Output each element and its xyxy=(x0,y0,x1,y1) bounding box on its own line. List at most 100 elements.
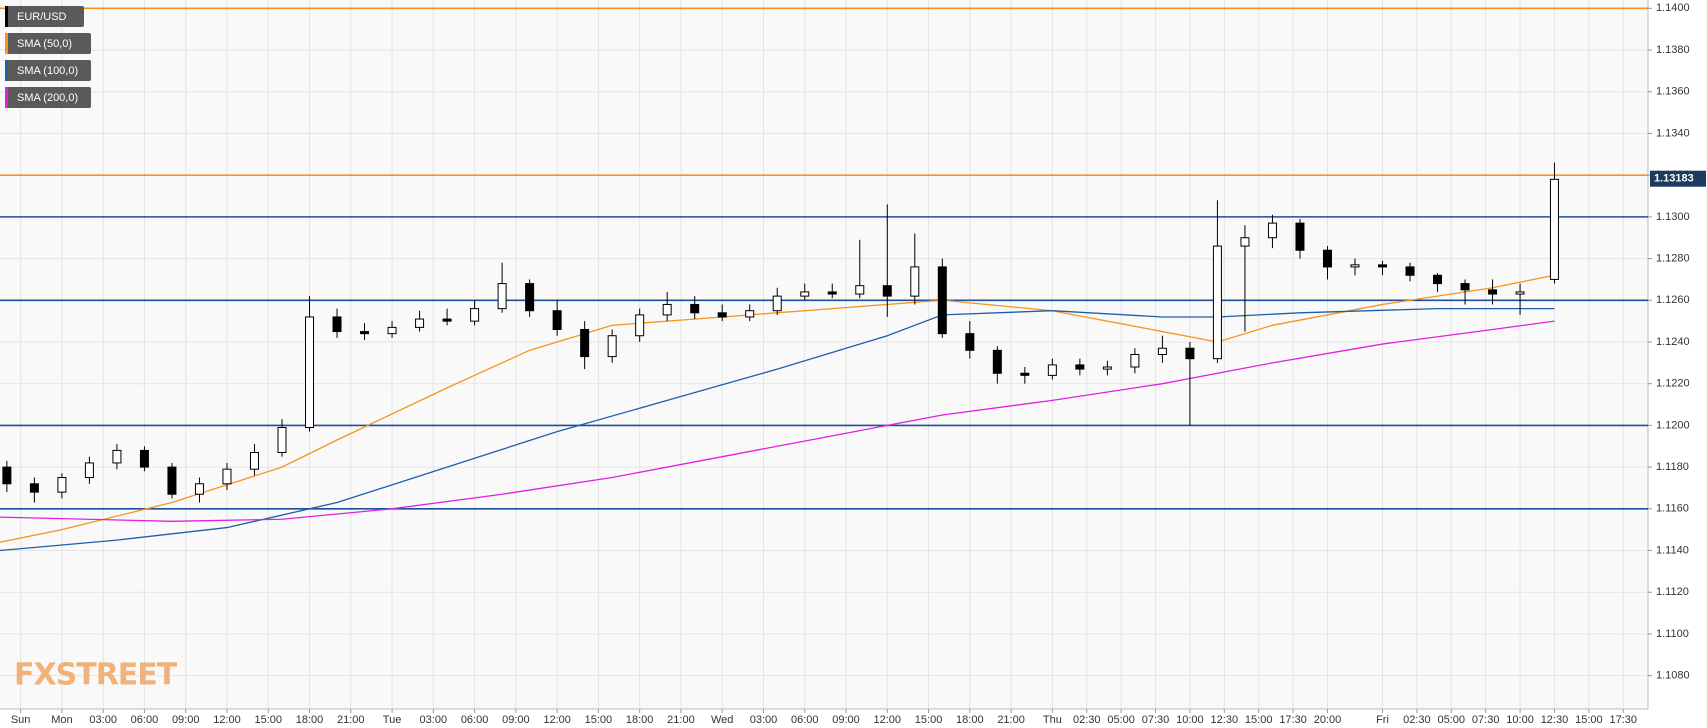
x-tick-label: 18:00 xyxy=(296,714,324,726)
candle-body xyxy=(415,318,425,328)
candle-body xyxy=(1212,245,1222,360)
x-tick-label: 05:00 xyxy=(1107,714,1135,726)
x-tick-label: 02:30 xyxy=(1073,714,1101,726)
x-tick-label: 03:00 xyxy=(750,714,778,726)
candle-body xyxy=(1515,291,1525,295)
y-tick-label: 1.1080 xyxy=(1656,670,1690,682)
x-tick-label: 09:00 xyxy=(172,714,200,726)
x-tick-label: 12:00 xyxy=(543,714,571,726)
x-tick-label: 05:00 xyxy=(1438,714,1466,726)
x-tick-label: 18:00 xyxy=(626,714,654,726)
candle-body xyxy=(222,468,232,485)
x-tick-label: Fri xyxy=(1376,714,1389,726)
candle-body xyxy=(965,333,975,351)
candle-body xyxy=(1295,222,1305,251)
candle-body xyxy=(194,483,204,495)
x-tick-label: 17:30 xyxy=(1279,714,1307,726)
sma-line xyxy=(0,320,1555,522)
candle-body xyxy=(662,303,672,316)
candle-body xyxy=(332,316,342,333)
x-tick-label: 17:30 xyxy=(1609,714,1637,726)
candle-body xyxy=(387,326,397,335)
candle-body xyxy=(1549,178,1559,280)
y-tick-label: 1.1340 xyxy=(1656,127,1690,139)
candle-body xyxy=(1267,222,1277,239)
x-tick-label: 07:30 xyxy=(1472,714,1500,726)
x-tick-label: 18:00 xyxy=(956,714,984,726)
x-tick-label: 12:30 xyxy=(1541,714,1569,726)
x-tick-label: Sun xyxy=(11,714,31,726)
y-tick-label: 1.1280 xyxy=(1656,252,1690,264)
candle-body xyxy=(910,266,920,297)
x-tick-label: 10:00 xyxy=(1176,714,1204,726)
candle-body xyxy=(1488,289,1498,295)
candle-body xyxy=(1130,354,1140,368)
y-tick-label: 1.1100 xyxy=(1656,628,1689,640)
candle-body xyxy=(1020,372,1030,376)
last-price-label: 1.13183 xyxy=(1654,173,1694,185)
x-tick-label: 06:00 xyxy=(131,714,159,726)
y-tick-label: 1.1360 xyxy=(1656,86,1690,98)
candle-body xyxy=(937,266,947,335)
x-tick-label: 21:00 xyxy=(337,714,365,726)
y-tick-label: 1.1140 xyxy=(1656,544,1689,556)
candle-body xyxy=(635,314,645,337)
y-tick-label: 1.1220 xyxy=(1656,378,1690,390)
candle-body xyxy=(772,295,782,312)
candle-body xyxy=(305,316,315,428)
x-tick-label: 03:00 xyxy=(89,714,117,726)
y-tick-label: 1.1120 xyxy=(1656,586,1689,598)
legend-box xyxy=(5,6,84,27)
candle-body xyxy=(717,312,727,318)
y-tick-label: 1.1200 xyxy=(1656,419,1690,431)
x-tick-label: 15:00 xyxy=(1575,714,1603,726)
candle-body xyxy=(607,335,617,358)
legend-box xyxy=(5,60,91,81)
candle-body xyxy=(1102,366,1112,370)
x-tick-label: 21:00 xyxy=(997,714,1025,726)
candle-body xyxy=(1378,264,1388,268)
candle-body xyxy=(882,285,892,297)
legend-box xyxy=(5,33,91,54)
candle-body xyxy=(1047,364,1057,376)
y-tick-label: 1.1380 xyxy=(1656,44,1690,56)
candle-body xyxy=(580,328,590,358)
candle-body xyxy=(249,452,259,470)
x-tick-label: 15:00 xyxy=(915,714,943,726)
candle-body xyxy=(1405,266,1415,276)
x-tick-label: 06:00 xyxy=(461,714,489,726)
candle-body xyxy=(277,426,287,454)
candle-body xyxy=(1157,347,1167,355)
candle-body xyxy=(139,449,149,468)
y-tick-label: 1.1260 xyxy=(1656,294,1690,306)
candle-body xyxy=(360,331,370,335)
last-price-tag xyxy=(1650,170,1706,187)
x-tick-label: 20:00 xyxy=(1314,714,1342,726)
candle-body xyxy=(84,462,94,479)
candle-body xyxy=(992,349,1002,374)
x-tick-label: Tue xyxy=(383,714,402,726)
candle-body xyxy=(442,318,452,322)
x-tick-label: 06:00 xyxy=(791,714,819,726)
candle-body xyxy=(552,310,562,330)
candle-body xyxy=(855,285,865,295)
candle-body xyxy=(2,466,12,485)
legend-label: EUR/USD xyxy=(17,11,67,23)
x-tick-label: 03:00 xyxy=(420,714,448,726)
candle-body xyxy=(497,283,507,310)
x-tick-label: 09:00 xyxy=(502,714,530,726)
candle-body xyxy=(1350,264,1360,268)
legend-swatch xyxy=(5,87,8,108)
candle-body xyxy=(745,310,755,318)
sma-line xyxy=(0,274,1555,543)
candle-body xyxy=(525,283,535,312)
legend-swatch xyxy=(5,33,8,54)
candle-body xyxy=(1240,237,1250,247)
candle-body xyxy=(57,477,67,493)
legend-label: SMA (200,0) xyxy=(17,92,78,104)
x-tick-label: 09:00 xyxy=(832,714,860,726)
candle-body xyxy=(1075,364,1085,370)
candle-body xyxy=(1185,347,1195,360)
legend-swatch xyxy=(5,60,8,81)
